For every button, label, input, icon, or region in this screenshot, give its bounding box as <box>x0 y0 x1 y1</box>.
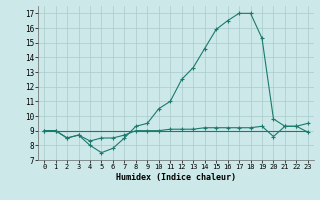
X-axis label: Humidex (Indice chaleur): Humidex (Indice chaleur) <box>116 173 236 182</box>
